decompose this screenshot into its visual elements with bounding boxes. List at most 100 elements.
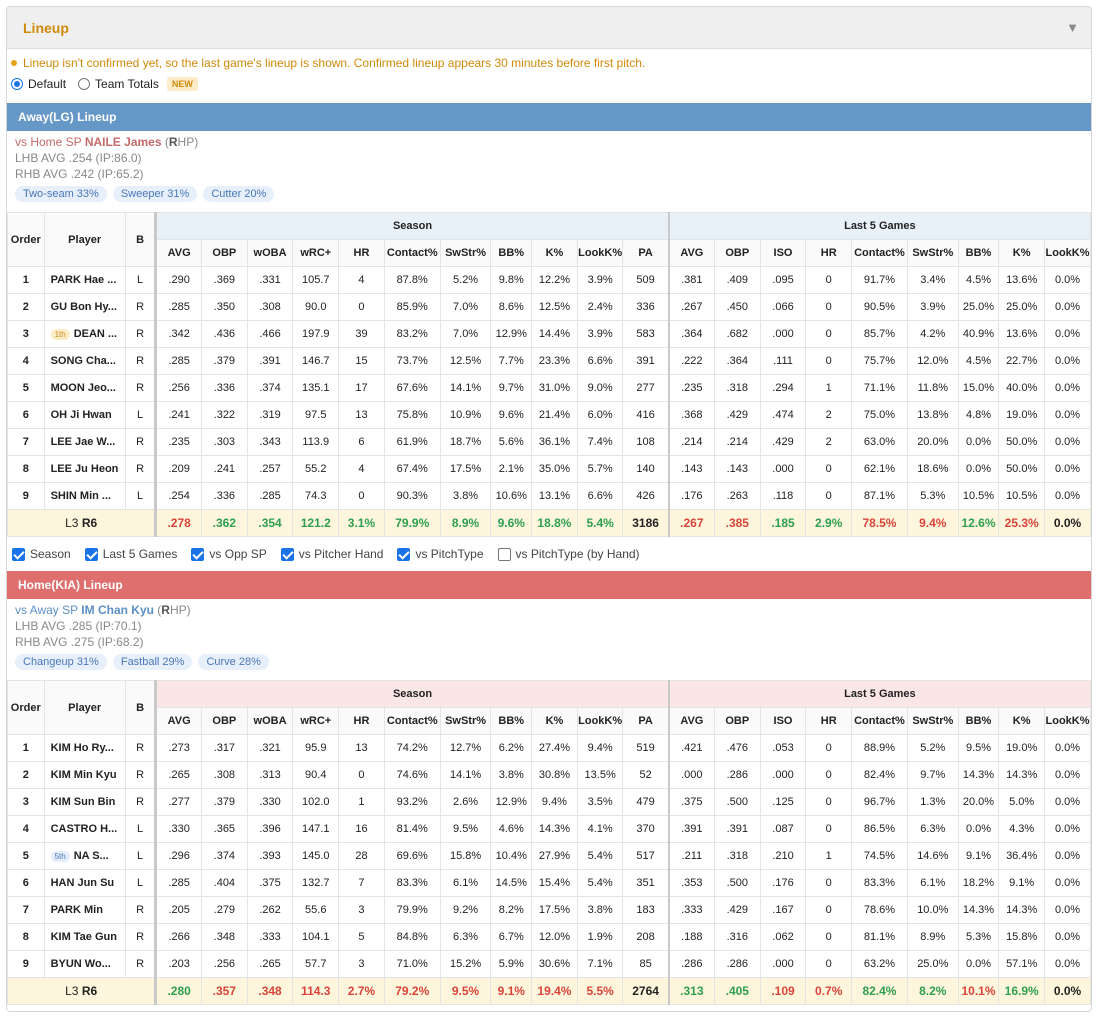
season-col-header[interactable]: HR <box>338 707 385 735</box>
player-name[interactable]: SONG Cha... <box>50 355 116 367</box>
player-cell[interactable]: PARK Hae ... <box>43 266 126 294</box>
player-name[interactable]: BYUN Wo... <box>50 958 111 970</box>
last5-col-header[interactable]: ISO <box>759 239 807 267</box>
season-col-header[interactable]: OBP <box>201 707 248 735</box>
filter-checkbox[interactable]: vs PitchType <box>397 547 484 561</box>
season-col-header[interactable]: BB% <box>490 707 533 735</box>
player-name[interactable]: HAN Jun Su <box>50 877 115 889</box>
player-name[interactable]: PARK Min <box>50 904 103 916</box>
season-col-header[interactable]: LookK% <box>576 707 624 735</box>
player-name[interactable]: GU Bon Hy... <box>50 301 117 313</box>
last5-col-header[interactable]: BB% <box>957 707 1000 735</box>
season-col-header[interactable]: PA <box>622 239 670 267</box>
player-name[interactable]: LEE Jae W... <box>50 436 116 448</box>
player-name[interactable]: SHIN Min ... <box>50 490 112 502</box>
player-cell[interactable]: CASTRO H... <box>43 815 126 843</box>
last5-col-header[interactable]: OBP <box>713 707 761 735</box>
checkbox-icon[interactable] <box>12 547 25 561</box>
season-col-header[interactable]: HR <box>338 239 385 267</box>
checkbox-icon[interactable] <box>397 547 411 561</box>
season-col-header[interactable]: wOBA <box>246 239 294 267</box>
season-stat-cell: 13 <box>338 401 385 429</box>
filter-checkbox[interactable]: vs PitchType (by Hand) <box>497 547 640 561</box>
filter-checkbox[interactable]: Season <box>12 547 71 561</box>
player-name[interactable]: NA S... <box>73 850 109 862</box>
player-cell[interactable]: BYUN Wo... <box>43 950 126 978</box>
last5-col-header[interactable]: Contact% <box>851 239 908 267</box>
player-name[interactable]: MOON Jeo... <box>50 382 116 394</box>
checkbox-icon[interactable] <box>497 547 511 561</box>
player-name[interactable]: KIM Sun Bin <box>50 796 116 808</box>
season-col-header[interactable]: Contact% <box>383 707 441 735</box>
checkbox-icon[interactable] <box>191 547 205 561</box>
last5-col-header[interactable]: LookK% <box>1044 707 1091 735</box>
lineup-panel-header[interactable]: Lineup ▼ <box>7 7 1091 49</box>
last5-col-header[interactable]: SwStr% <box>906 707 959 735</box>
radio-team-totals[interactable]: Team Totals <box>78 77 159 91</box>
player-cell[interactable]: GU Bon Hy... <box>43 293 126 321</box>
checkbox-icon[interactable] <box>280 547 294 561</box>
last5-col-header[interactable]: AVG <box>667 239 715 267</box>
last5-col-header[interactable]: AVG <box>667 707 715 735</box>
player-cell[interactable]: HAN Jun Su <box>43 869 126 897</box>
player-cell[interactable]: KIM Min Kyu <box>43 761 126 789</box>
last5-stat-cell: .364 <box>713 347 761 375</box>
player-cell[interactable]: LEE Ju Heon <box>43 455 126 483</box>
season-col-header[interactable]: OBP <box>201 239 248 267</box>
season-col-header[interactable]: PA <box>622 707 670 735</box>
last5-col-header[interactable]: Contact% <box>851 707 908 735</box>
player-name[interactable]: CASTRO H... <box>50 823 118 835</box>
radio-default-icon[interactable] <box>11 78 23 90</box>
player-name[interactable]: KIM Tae Gun <box>50 931 117 943</box>
player-cell[interactable]: KIM Sun Bin <box>43 788 126 816</box>
last5-col-header[interactable]: LookK% <box>1044 239 1091 267</box>
filter-checkbox[interactable]: Last 5 Games <box>84 547 177 561</box>
player-name[interactable]: KIM Min Kyu <box>50 769 117 781</box>
radio-team-totals-icon[interactable] <box>78 78 91 90</box>
season-col-header[interactable]: wRC+ <box>292 239 340 267</box>
player-cell[interactable]: LEE Jae W... <box>43 428 126 456</box>
player-cell[interactable]: PARK Min <box>43 896 126 924</box>
player-cell[interactable]: SHIN Min ... <box>43 482 126 510</box>
last5-col-header[interactable]: SwStr% <box>906 239 959 267</box>
season-stat-cell: 6 <box>338 428 385 456</box>
away-sp-name[interactable]: NAILE James <box>84 135 162 149</box>
filter-checkbox[interactable]: vs Opp SP <box>191 547 267 561</box>
last5-col-header[interactable]: K% <box>998 239 1046 267</box>
season-col-header[interactable]: AVG <box>154 707 202 735</box>
player-name[interactable]: OH Ji Hwan <box>50 409 112 421</box>
player-cell[interactable]: 5th NA S... <box>43 842 126 870</box>
season-col-header[interactable]: Contact% <box>383 239 441 267</box>
season-col-header[interactable]: AVG <box>154 239 202 267</box>
last5-col-header[interactable]: BB% <box>957 239 1000 267</box>
radio-default[interactable]: Default <box>11 77 66 91</box>
season-col-header[interactable]: SwStr% <box>439 707 492 735</box>
filter-checkbox[interactable]: vs Pitcher Hand <box>280 547 383 561</box>
last5-col-header[interactable]: K% <box>998 707 1046 735</box>
player-name[interactable]: PARK Hae ... <box>50 274 117 286</box>
home-sp-name[interactable]: IM Chan Kyu <box>81 603 154 617</box>
season-col-header[interactable]: LookK% <box>576 239 624 267</box>
season-col-header[interactable]: wRC+ <box>292 707 340 735</box>
player-name[interactable]: LEE Ju Heon <box>50 463 119 475</box>
player-name[interactable]: KIM Ho Ry... <box>50 742 114 754</box>
collapse-caret-icon[interactable]: ▼ <box>1066 20 1079 35</box>
season-col-header[interactable]: wOBA <box>246 707 294 735</box>
player-name[interactable]: DEAN ... <box>73 328 118 340</box>
season-col-header[interactable]: SwStr% <box>439 239 492 267</box>
season-col-header[interactable]: BB% <box>490 239 533 267</box>
last5-col-header[interactable]: OBP <box>713 239 761 267</box>
player-cell[interactable]: OH Ji Hwan <box>43 401 126 429</box>
player-cell[interactable]: KIM Ho Ry... <box>43 734 126 762</box>
last5-col-header[interactable]: ISO <box>759 707 807 735</box>
last5-col-header[interactable]: HR <box>805 707 853 735</box>
season-col-header[interactable]: K% <box>531 707 578 735</box>
away-table-wrap: Order Player B Season Last 5 Games AVG OBP wOBA… <box>7 212 1091 537</box>
season-col-header[interactable]: K% <box>531 239 578 267</box>
player-cell[interactable]: MOON Jeo... <box>43 374 126 402</box>
checkbox-icon[interactable] <box>84 547 98 561</box>
last5-col-header[interactable]: HR <box>805 239 853 267</box>
player-cell[interactable]: KIM Tae Gun <box>43 923 126 951</box>
player-cell[interactable]: 1th DEAN ... <box>43 320 126 348</box>
player-cell[interactable]: SONG Cha... <box>43 347 126 375</box>
